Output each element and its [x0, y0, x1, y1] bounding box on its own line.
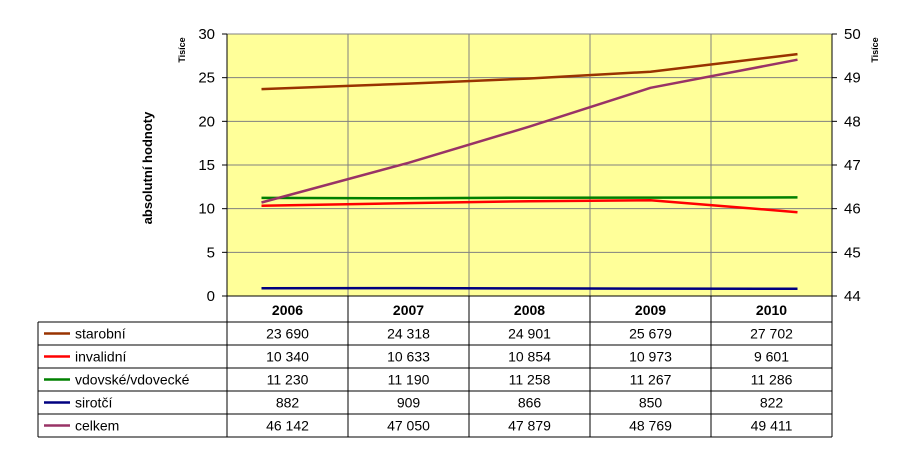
- data-table-cell: 10 973: [629, 349, 672, 365]
- y2-tick-label: 47: [844, 157, 861, 174]
- data-table-cell: 11 190: [388, 372, 430, 388]
- data-table-cell: 47 879: [508, 418, 551, 434]
- legend-label: sirotčí: [75, 395, 112, 411]
- data-table-cell: 24 901: [508, 326, 551, 342]
- y2-tick-label: 48: [844, 113, 861, 130]
- data-table: 2006 2007 2008 2009 2010 starobní 23 690 24 318…: [37, 296, 833, 438]
- series-line-vdovské/vdovecké: [261, 196, 798, 200]
- legend-label: starobní: [75, 326, 126, 342]
- data-table-cell: 48 769: [629, 418, 672, 434]
- y-axis-title: absolutní hodnoty: [140, 111, 155, 224]
- y-tick-label: 30: [198, 26, 215, 43]
- data-table-cell: 11 230: [267, 372, 309, 388]
- data-table-cell: 46 142: [266, 418, 309, 434]
- x-category-label: 2006: [272, 302, 303, 318]
- data-table-cell: 9 601: [754, 349, 789, 365]
- y-tick-label: 0: [207, 288, 215, 305]
- y2-tick-label: 44: [844, 288, 861, 305]
- series-line-sirotčí: [261, 286, 798, 291]
- x-category-label: 2008: [514, 302, 545, 318]
- data-table-cell: 882: [276, 395, 300, 411]
- y2-tick-label: 46: [844, 201, 861, 218]
- legend-label: vdovské/vdovecké: [75, 372, 190, 388]
- data-table-cell: 25 679: [629, 326, 672, 342]
- data-table-cell: 850: [639, 395, 663, 411]
- y-tick-label: 25: [198, 70, 215, 87]
- data-table-cell: 866: [518, 395, 542, 411]
- data-table-cell: 47 050: [387, 418, 430, 434]
- data-table-cell: 24 318: [387, 326, 430, 342]
- y-tick-label: 20: [198, 113, 215, 130]
- data-table-cell: 11 267: [630, 372, 672, 388]
- series-line-invalidní: [261, 198, 798, 214]
- data-table-cell: 909: [397, 395, 421, 411]
- data-table-cell: 10 633: [387, 349, 430, 365]
- legend-label: invalidní: [75, 349, 126, 365]
- y-tick-label: 5: [207, 244, 215, 261]
- y-axis-unit-right: Tisíce: [870, 37, 880, 62]
- x-category-label: 2009: [635, 302, 666, 318]
- legend-label: celkem: [75, 418, 119, 434]
- y2-tick-label: 50: [844, 26, 861, 43]
- data-table-cell: 23 690: [266, 326, 309, 342]
- x-category-label: 2007: [393, 302, 424, 318]
- series-lines: [261, 52, 798, 291]
- data-table-cell: 11 286: [751, 372, 793, 388]
- x-category-label: 2010: [756, 302, 787, 318]
- y-tick-label: 15: [198, 157, 215, 174]
- data-table-cell: 10 854: [508, 349, 551, 365]
- data-table-cell: 49 411: [751, 418, 793, 434]
- series-line-celkem: [261, 58, 798, 204]
- y-tick-label: 10: [198, 201, 215, 218]
- data-table-cell: 822: [760, 395, 784, 411]
- y-axis-unit-left: Tisíce: [177, 37, 187, 62]
- data-table-cell: 10 340: [266, 349, 309, 365]
- data-table-cell: 27 702: [750, 326, 793, 342]
- data-table-cell: 11 258: [509, 372, 551, 388]
- axes: 0 5 10 15 20 25 30 44 45 46 47 48 49 50: [198, 26, 860, 305]
- gridlines: [226, 33, 833, 297]
- y2-tick-label: 45: [844, 244, 861, 261]
- y2-tick-label: 49: [844, 70, 861, 87]
- series-line-starobní: [261, 52, 798, 91]
